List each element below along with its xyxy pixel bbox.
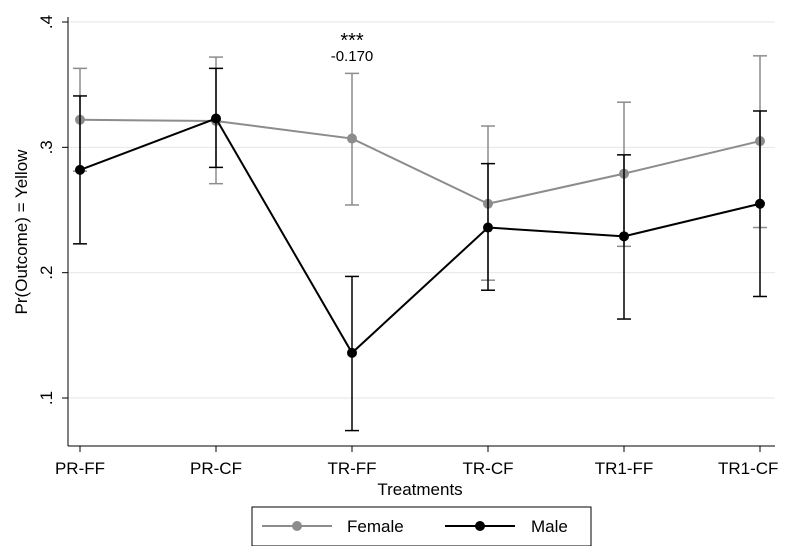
series-line (79, 117, 761, 355)
x-tick-label: PR-CF (190, 459, 242, 478)
y-axis-title: Pr(Outcome) = Yellow (12, 149, 31, 315)
x-tick-label: TR1-CF (718, 459, 778, 478)
x-tick-label: TR-FF (327, 459, 376, 478)
y-tick-label: .2 (37, 266, 56, 280)
axes (67, 17, 775, 447)
x-axis-title: Treatments (377, 480, 462, 499)
series-layer (73, 55, 767, 432)
data-point (347, 133, 357, 144)
y-tick-label: .1 (37, 391, 56, 405)
data-point (211, 113, 221, 124)
data-point (75, 164, 85, 175)
x-tick-label: TR-CF (463, 459, 514, 478)
grid-lines (68, 21, 775, 399)
series-line (79, 118, 761, 205)
legend-entry-female: Female (262, 517, 404, 536)
data-point (619, 231, 629, 242)
x-tick-label: TR1-FF (595, 459, 654, 478)
y-ticks: .1 .2 .3 .4 (37, 15, 68, 405)
difference-label: -0.170 (331, 48, 374, 65)
data-point (755, 198, 765, 209)
y-tick-label: .3 (37, 140, 56, 154)
legend-label: Male (531, 517, 568, 536)
y-tick-label: .4 (37, 15, 56, 29)
legend-marker (475, 521, 485, 531)
series-male (73, 67, 767, 432)
legend: Female Male (251, 506, 592, 546)
series-female (73, 55, 767, 281)
annotations: ***-0.170 (331, 30, 374, 65)
legend-marker (292, 521, 302, 531)
legend-label: Female (347, 517, 404, 536)
data-point (347, 347, 357, 358)
x-tick-label: PR-FF (55, 459, 105, 478)
x-ticks: PR-FF PR-CF TR-FF TR-CF TR1-FF TR1-CF (55, 446, 778, 478)
data-point (483, 222, 493, 233)
legend-entry-male: Male (445, 517, 568, 536)
significance-stars: *** (340, 30, 364, 52)
